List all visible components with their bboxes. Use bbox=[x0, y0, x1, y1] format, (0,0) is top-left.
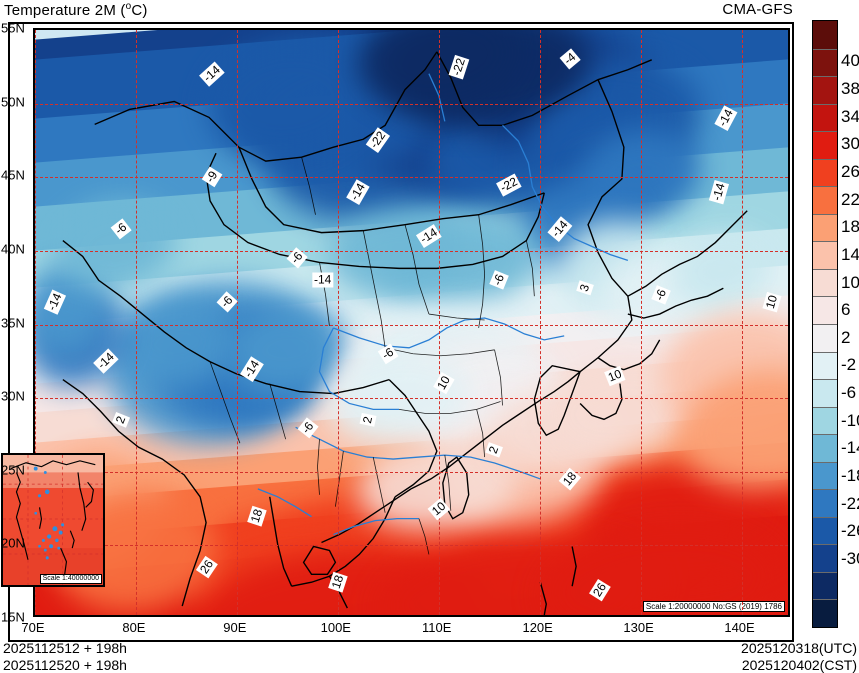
colorbar-segment bbox=[813, 571, 837, 600]
colorbar-tick-label: -26 bbox=[841, 521, 859, 541]
colorbar-tick-label: 22 bbox=[841, 189, 859, 209]
map-canvas[interactable]: Scale 1:20000000 No:GS (2019) 1786 -14 -2… bbox=[33, 28, 790, 617]
lon-tick-100E: 100E bbox=[320, 620, 351, 635]
colorbar bbox=[812, 20, 838, 628]
colorbar-segment bbox=[813, 186, 837, 214]
colorbar-segment bbox=[813, 103, 837, 132]
colorbar-segment bbox=[813, 296, 837, 324]
footer-init-cst: 2025112520 + 198h bbox=[3, 657, 127, 673]
colorbar-tick-label: 26 bbox=[841, 162, 859, 181]
colorbar-tick-label: 6 bbox=[841, 300, 851, 320]
colorbar-segment bbox=[813, 131, 837, 159]
footer-init-utc: 2025112512 + 198h bbox=[3, 640, 127, 656]
colorbar-segment bbox=[813, 351, 837, 380]
colorbar-segment bbox=[813, 516, 837, 545]
temperature-field bbox=[35, 30, 788, 615]
colorbar-segment bbox=[813, 213, 837, 242]
colorbar-tick-label: 38 bbox=[841, 79, 859, 99]
contour-label: -14 bbox=[311, 272, 334, 288]
colorbar-segment bbox=[813, 406, 837, 435]
page-title-main: Temperature 2M ( bbox=[4, 2, 126, 19]
colorbar-tick-label: -18 bbox=[841, 466, 859, 485]
lat-tick-35N: 35N bbox=[1, 315, 25, 330]
map-scale-note: Scale 1:20000000 No:GS (2019) 1786 bbox=[642, 601, 785, 612]
colorbar-segment bbox=[813, 241, 837, 269]
lat-tick-15N: 15N bbox=[1, 609, 25, 625]
colorbar-tick-label: -30 bbox=[841, 548, 859, 568]
lat-tick-30N: 30N bbox=[1, 388, 25, 404]
colorbar-segment bbox=[813, 544, 837, 572]
colorbar-segment bbox=[813, 489, 837, 517]
colorbar-tick-label: 30 bbox=[841, 134, 859, 154]
lat-tick-50N: 50N bbox=[1, 94, 25, 110]
lon-tick-120E: 120E bbox=[522, 620, 553, 635]
colorbar-segment bbox=[813, 461, 837, 490]
colorbar-segment bbox=[813, 76, 837, 104]
colorbar-tick-label: 18 bbox=[841, 217, 859, 237]
colorbar-tick-label: 34 bbox=[841, 106, 859, 126]
page-title: Temperature 2M (oC) bbox=[4, 1, 148, 19]
colorbar-tick-label: 14 bbox=[841, 244, 859, 264]
colorbar-tick-label: 2 bbox=[841, 327, 851, 347]
colorbar-segment bbox=[813, 268, 837, 297]
lat-tick-55N: 55N bbox=[1, 20, 25, 36]
footer-valid-utc: 2025120318(UTC) bbox=[741, 640, 857, 656]
lat-tick-40N: 40N bbox=[1, 241, 25, 257]
colorbar-segment bbox=[813, 21, 837, 49]
lat-tick-45N: 45N bbox=[1, 167, 25, 183]
colorbar-tick-label: -14 bbox=[841, 438, 859, 458]
lon-tick-70E: 70E bbox=[21, 620, 45, 635]
colorbar-tick-label: 10 bbox=[841, 272, 859, 292]
lon-tick-130E: 130E bbox=[623, 620, 654, 635]
colorbar-segment bbox=[813, 379, 837, 407]
colorbar-tick-label: -10 bbox=[841, 410, 859, 430]
colorbar-tick-label: -22 bbox=[841, 493, 859, 513]
colorbar-segment bbox=[813, 324, 837, 352]
colorbar-tick-label: -6 bbox=[841, 383, 857, 403]
colorbar-segment bbox=[813, 48, 837, 77]
colorbar-tick-label: 40 bbox=[841, 51, 859, 71]
lat-tick-25N: 25N bbox=[1, 462, 25, 478]
colorbar-segment bbox=[813, 434, 837, 462]
lon-tick-140E: 140E bbox=[724, 620, 755, 635]
lon-tick-80E: 80E bbox=[122, 620, 146, 635]
lon-tick-110E: 110E bbox=[422, 620, 452, 635]
model-label: CMA-GFS bbox=[722, 1, 793, 18]
lat-tick-20N: 20N bbox=[1, 535, 25, 551]
colorbar-segment bbox=[813, 599, 837, 627]
colorbar-segment bbox=[813, 158, 837, 187]
lon-tick-90E: 90E bbox=[223, 620, 247, 635]
footer-valid-cst: 2025120402(CST) bbox=[741, 657, 857, 673]
page-title-tail: C) bbox=[131, 2, 148, 19]
inset-scale-note: Scale 1:40000000 bbox=[39, 574, 102, 584]
degree-symbol: o bbox=[125, 1, 132, 12]
colorbar-tick-label: -2 bbox=[841, 355, 857, 375]
